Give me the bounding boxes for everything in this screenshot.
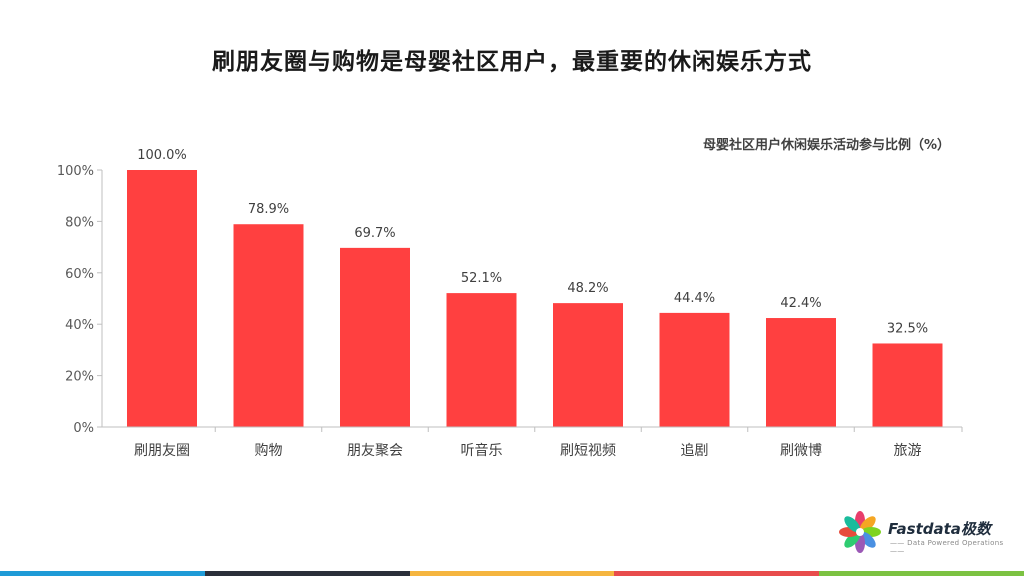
category-label: 刷微博 bbox=[780, 442, 822, 459]
logo-petal bbox=[859, 516, 876, 533]
bar bbox=[659, 312, 730, 427]
footer-stripe bbox=[0, 571, 205, 576]
bar bbox=[872, 343, 943, 427]
footer-stripe bbox=[614, 571, 820, 576]
data-label: 100.0% bbox=[137, 148, 187, 163]
category-label: 刷朋友圈 bbox=[134, 443, 190, 459]
bar bbox=[553, 303, 623, 427]
category-label: 刷短视频 bbox=[560, 443, 616, 459]
logo-petal bbox=[844, 531, 861, 548]
y-tick-label: 40% bbox=[65, 318, 94, 333]
data-label: 44.4% bbox=[674, 291, 715, 306]
chart-title: 母婴社区用户休闲娱乐活动参与比例（%） bbox=[702, 138, 950, 153]
category-label: 朋友聚会 bbox=[347, 443, 403, 459]
footer-stripe bbox=[409, 571, 615, 576]
data-label: 78.9% bbox=[248, 202, 289, 217]
logo-name: Fastdata极数 bbox=[888, 520, 991, 538]
logo-petal bbox=[844, 516, 861, 533]
y-tick-label: 60% bbox=[65, 267, 94, 282]
bar bbox=[446, 293, 517, 427]
data-label: 69.7% bbox=[354, 226, 395, 241]
data-label: 48.2% bbox=[567, 281, 608, 296]
y-tick-label: 0% bbox=[73, 421, 94, 436]
category-label: 听音乐 bbox=[461, 442, 503, 459]
y-axis: 0% 20% 40% 60% 80% 100% bbox=[57, 164, 103, 436]
y-tick-label: 80% bbox=[65, 215, 94, 230]
fastdata-logo: Fastdata极数 —— Data Powered Operations —— bbox=[838, 510, 1008, 558]
category-label: 购物 bbox=[255, 443, 283, 459]
flower-logo-icon bbox=[839, 511, 881, 553]
data-label: 32.5% bbox=[887, 321, 928, 336]
footer-color-stripes bbox=[0, 571, 1024, 576]
bar bbox=[766, 318, 836, 427]
bar bbox=[340, 247, 410, 427]
footer-stripe bbox=[819, 571, 1024, 576]
data-labels: 100.0% 78.9% 69.7% 52.1% 48.2% 44.4% 42.4% 32.5… bbox=[137, 148, 928, 336]
y-tick-label: 20% bbox=[65, 370, 94, 385]
x-axis: 刷朋友圈 购物 朋友聚会 听音乐 刷短视频 追剧 刷微博 旅游 bbox=[102, 426, 963, 459]
bar bbox=[127, 170, 197, 427]
y-tick-label: 100% bbox=[57, 164, 94, 179]
footer-stripe bbox=[204, 571, 410, 576]
bars bbox=[127, 170, 943, 427]
data-label: 42.4% bbox=[780, 296, 821, 311]
data-label: 52.1% bbox=[461, 271, 502, 286]
category-label: 旅游 bbox=[894, 443, 922, 459]
logo-petal bbox=[859, 531, 876, 548]
page-title: 刷朋友圈与购物是母婴社区用户，最重要的休闲娱乐方式 bbox=[212, 49, 812, 75]
logo-tagline: —— Data Powered Operations —— bbox=[890, 539, 1004, 555]
bar bbox=[233, 224, 304, 427]
logo-center bbox=[856, 528, 864, 536]
category-label: 追剧 bbox=[681, 443, 709, 459]
